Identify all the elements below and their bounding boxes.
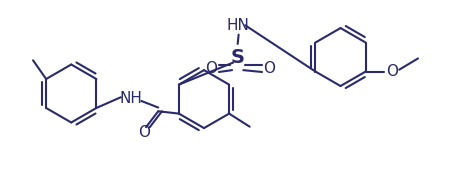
Text: O: O bbox=[206, 61, 218, 76]
Text: O: O bbox=[263, 61, 275, 76]
Text: HN: HN bbox=[226, 18, 249, 33]
Text: NH: NH bbox=[120, 91, 143, 106]
Text: S: S bbox=[231, 47, 245, 67]
Text: O: O bbox=[138, 125, 150, 140]
Text: O: O bbox=[386, 64, 398, 79]
